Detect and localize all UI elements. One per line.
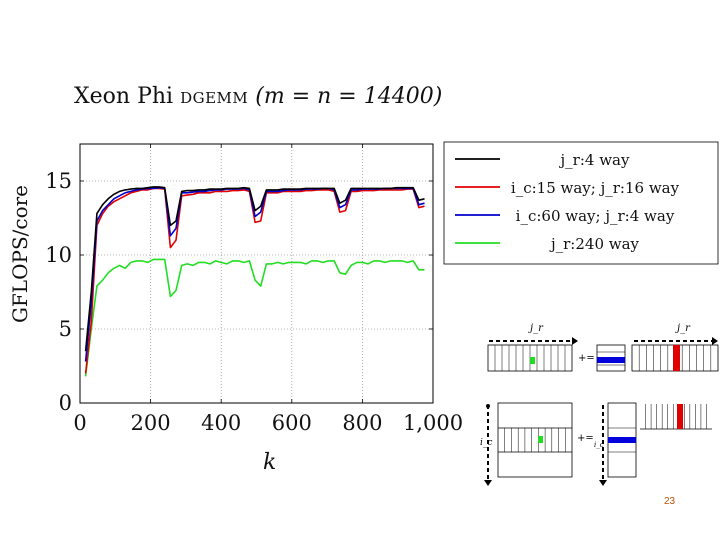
chart-title-kernel: dgemm [180,84,249,109]
diagram-top-left-label: j_r [528,323,544,334]
page-number: 23 [664,496,676,507]
diagram-bottom-left-block [497,402,573,478]
y-tick-label: 10 [45,243,72,267]
diagram-bottom-mid-arrowhead [599,480,607,486]
diagram-top-right-label: j_r [675,323,691,334]
x-tick-label: 400 [201,411,241,435]
diagram-top-left-green [530,357,535,364]
x-tick-label: 800 [342,411,382,435]
x-tick-label: 600 [272,411,312,435]
diagram-top-left-columns [494,345,566,371]
series-lines [84,186,425,377]
diagram-bottom-left-columns [504,428,566,452]
diagram-bottom-left-dot [486,404,490,408]
diagram-bottom-left-label: i_c [480,438,492,448]
diagram-bottom-left-arrowhead [484,480,492,486]
chart-title-prefix: Xeon Phi [74,84,181,109]
legend-label: i_c:15 way; j_r:16 way [511,179,680,197]
y-tick-label: 0 [59,391,72,415]
diagram-top-mid-blue [597,357,625,363]
diagram-bottom-right-columns [645,404,707,429]
chart-title: Xeon Phi dgemm (m = n = 14400) [74,84,442,109]
legend-label: j_r:240 way [549,235,640,253]
series-line-4 [84,258,425,377]
legend-label: j_r:4 way [559,151,630,169]
y-tick-label: 5 [59,317,72,341]
diagram-top-op: += [578,353,595,364]
series-line-3 [84,186,425,362]
y-tick-label: 15 [45,169,72,193]
diagram-bottom-op-sub: i_c [594,441,604,449]
x-tick-label: 1,000 [403,411,463,435]
x-tick-label: 0 [73,411,86,435]
diagram-top-right-red [673,345,680,371]
x-tick-label: 200 [131,411,171,435]
diagram-bottom-left-green [538,436,543,443]
diagram-top-right-arrowhead [712,337,718,345]
plot-frame [79,143,434,404]
chart-title-params: (m = n = 14400) [255,84,443,109]
diagram-bottom-right-red [677,404,683,429]
blocking-diagram: j_r += j_r i_c [480,323,719,486]
series-line-1 [84,186,425,352]
legend: j_r:4 way i_c:15 way; j_r:16 way i_c:60 wa… [443,141,719,265]
diagram-bottom-mid-blue [608,437,636,443]
diagram-bottom-op: += [577,433,594,444]
legend-label: i_c:60 way; j_r:4 way [516,207,675,225]
axis-ticks: 0 200 400 600 800 1,000 0 5 10 15 [45,144,463,435]
x-axis-label: k [263,450,277,475]
diagram-top-left-arrowhead [572,337,578,345]
grid [80,144,433,403]
